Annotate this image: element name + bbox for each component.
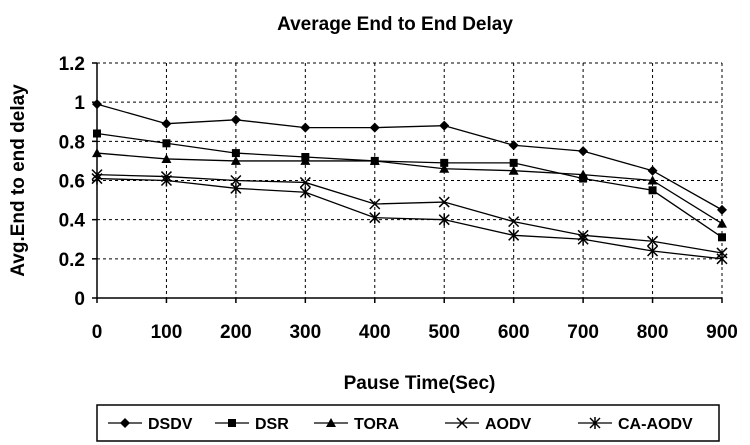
data-point-ca-aodv — [577, 233, 589, 246]
legend-label-ca-aodv: CA-AODV — [618, 416, 693, 433]
data-point-dsdv — [369, 122, 380, 133]
data-point-ca-aodv — [647, 245, 659, 257]
legend-item-dsdv: DSDV — [108, 416, 193, 433]
data-point-tora — [230, 155, 241, 165]
data-point-dsdv — [439, 120, 450, 131]
legend-marker-dsdv — [120, 418, 130, 428]
y-tick-label: 0.4 — [59, 211, 86, 232]
y-axis-ticks: 0 0.2 0.4 0.6 0.8 1 1.2 — [59, 54, 97, 310]
y-tick-label: 0.8 — [59, 132, 85, 153]
data-point-aodv — [438, 196, 450, 208]
x-tick-label: 600 — [498, 322, 530, 343]
data-point-dsdv — [300, 122, 311, 133]
data-point-dsdv — [717, 204, 727, 215]
y-tick-label: 0 — [74, 289, 85, 310]
data-point-ca-aodv — [230, 182, 242, 195]
data-point-dsr — [509, 158, 518, 167]
legend-marker-aodv — [456, 417, 468, 429]
data-point-tora — [300, 155, 311, 165]
data-point-aodv — [647, 235, 659, 247]
series-dsr — [93, 129, 726, 242]
series-dsdv — [92, 99, 727, 215]
legend-item-dsr: DSR — [215, 416, 289, 433]
legend-label-aodv: AODV — [485, 416, 532, 433]
data-point-dsr — [440, 158, 449, 167]
legend-marker-ca-aodv — [589, 417, 601, 429]
data-point-tora — [369, 155, 380, 165]
data-point-ca-aodv — [508, 229, 520, 242]
series-line-dsr — [96, 132, 723, 238]
x-tick-label: 200 — [220, 322, 252, 343]
series-line-aodv — [96, 173, 723, 254]
data-point-dsr — [231, 149, 240, 158]
series-tora — [92, 148, 727, 228]
data-point-ca-aodv — [299, 186, 311, 199]
data-point-dsdv — [647, 165, 658, 176]
data-point-dsr — [162, 139, 171, 148]
legend-label-dsdv: DSDV — [148, 416, 193, 433]
data-point-dsdv — [230, 114, 241, 125]
data-point-dsdv — [578, 146, 589, 157]
data-point-aodv — [508, 216, 520, 228]
x-axis-label: Pause Time(Sec) — [344, 373, 496, 394]
x-tick-label: 100 — [151, 322, 183, 343]
data-point-ca-aodv — [91, 172, 103, 185]
data-point-tora — [647, 175, 658, 185]
data-point-dsr — [648, 186, 657, 195]
data-point-dsdv — [161, 118, 172, 129]
y-tick-label: 0.6 — [59, 172, 85, 193]
data-point-tora — [161, 153, 172, 163]
legend-item-aodv: AODV — [445, 416, 532, 433]
legend-label-dsr: DSR — [255, 416, 289, 433]
y-axis-label: Avg.End to end delay — [8, 84, 29, 277]
x-tick-label: 500 — [428, 322, 460, 343]
legend-box — [96, 404, 720, 442]
legend-label-tora: TORA — [354, 416, 399, 433]
data-point-aodv — [299, 176, 311, 188]
series-ca-aodv — [91, 172, 728, 265]
x-tick-label: 800 — [637, 322, 669, 343]
data-point-tora — [92, 148, 102, 158]
data-point-aodv — [230, 174, 242, 187]
data-point-aodv — [369, 198, 381, 210]
data-point-tora — [578, 169, 589, 179]
legend-item-ca-aodv: CA-AODV — [578, 416, 693, 433]
series-line-ca-aodv — [96, 177, 723, 260]
x-axis-ticks: 0 100 200 300 400 500 600 700 800 900 — [92, 298, 738, 343]
y-tick-label: 1.2 — [59, 54, 85, 75]
data-point-ca-aodv — [716, 252, 728, 265]
grid-lines — [97, 62, 723, 298]
x-tick-label: 300 — [289, 322, 321, 343]
legend-marker-tora — [326, 418, 336, 427]
data-point-ca-aodv — [438, 213, 450, 226]
data-point-dsr — [718, 233, 726, 242]
data-point-tora — [439, 163, 450, 173]
x-tick-label: 700 — [567, 322, 599, 343]
series-group — [91, 99, 728, 265]
x-tick-label: 900 — [706, 322, 738, 343]
data-point-dsdv — [508, 140, 519, 151]
data-point-ca-aodv — [160, 174, 172, 187]
x-tick-label: 400 — [359, 322, 391, 343]
legend-item-tora: TORA — [314, 416, 399, 433]
data-point-ca-aodv — [369, 211, 381, 224]
data-point-dsdv — [92, 99, 102, 110]
series-line-dsdv — [96, 103, 723, 211]
chart-title: Average End to End Delay — [277, 14, 513, 35]
series-line-tora — [96, 152, 723, 225]
data-point-tora — [508, 165, 519, 175]
legend-marker-dsr — [228, 419, 236, 427]
legend: DSDV DSR TORA AODV CA-AODV — [96, 404, 720, 442]
x-tick-label: 0 — [92, 322, 103, 343]
data-point-dsr — [93, 129, 101, 138]
y-tick-label: 1 — [74, 93, 85, 114]
y-tick-label: 0.2 — [59, 250, 85, 271]
data-point-tora — [717, 218, 727, 228]
